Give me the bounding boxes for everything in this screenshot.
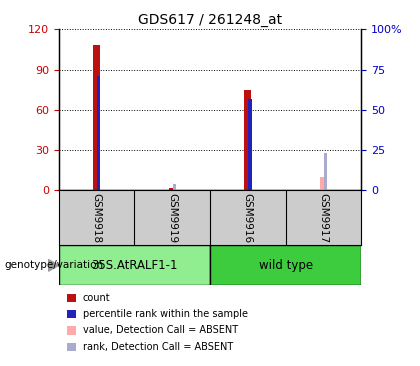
Bar — [210, 245, 361, 285]
Text: 35S.AtRALF1-1: 35S.AtRALF1-1 — [91, 259, 178, 272]
Text: GSM9916: GSM9916 — [243, 193, 253, 243]
Text: GSM9917: GSM9917 — [318, 193, 328, 243]
Bar — [93, 45, 100, 190]
Text: genotype/variation: genotype/variation — [4, 260, 103, 270]
Text: GSM9919: GSM9919 — [167, 193, 177, 243]
Bar — [244, 90, 251, 190]
Bar — [169, 188, 176, 190]
Bar — [59, 245, 210, 285]
Text: percentile rank within the sample: percentile rank within the sample — [83, 309, 248, 320]
Text: rank, Detection Call = ABSENT: rank, Detection Call = ABSENT — [83, 341, 233, 352]
Text: value, Detection Call = ABSENT: value, Detection Call = ABSENT — [83, 325, 238, 336]
Text: count: count — [83, 293, 110, 303]
Text: GSM9918: GSM9918 — [92, 193, 102, 243]
Polygon shape — [48, 259, 59, 271]
Bar — [320, 177, 327, 190]
Bar — [97, 76, 100, 190]
Title: GDS617 / 261248_at: GDS617 / 261248_at — [138, 13, 282, 27]
Bar — [173, 184, 176, 190]
Bar — [324, 153, 327, 190]
Text: wild type: wild type — [259, 259, 312, 272]
Bar — [248, 99, 252, 190]
